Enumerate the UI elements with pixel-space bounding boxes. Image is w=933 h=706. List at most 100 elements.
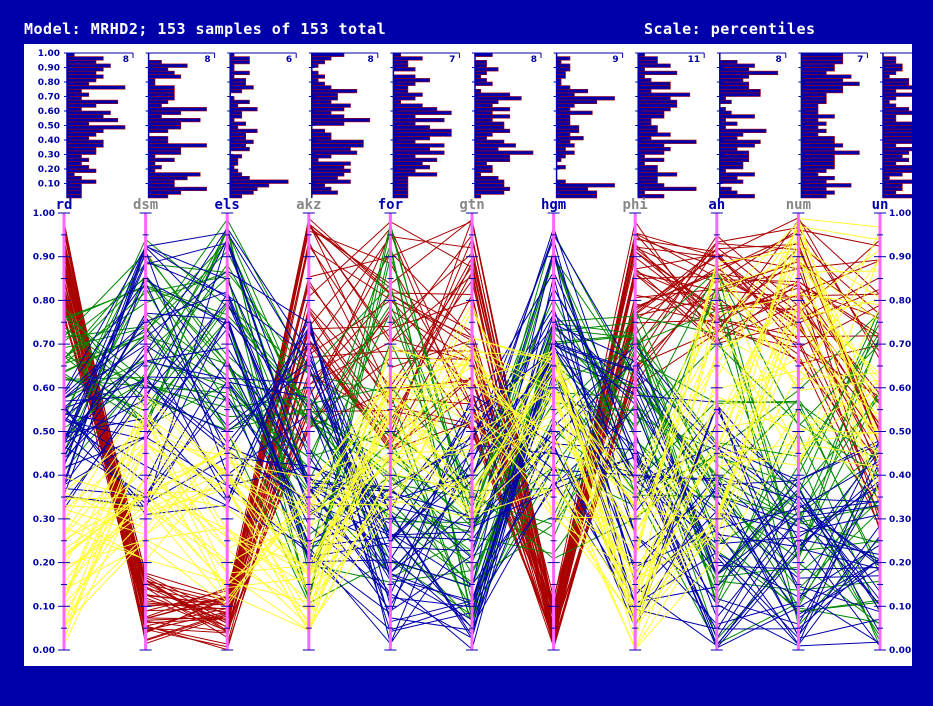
axis-label-hgm: hgm xyxy=(541,197,566,213)
histogram-bar xyxy=(801,103,819,108)
histogram-bar xyxy=(882,132,912,137)
histogram-bar xyxy=(474,67,499,72)
histogram-bar xyxy=(148,85,175,90)
histogram-bar xyxy=(66,85,126,90)
histogram-bar xyxy=(148,99,169,104)
histogram-bar xyxy=(637,96,671,101)
histogram-bar xyxy=(229,56,250,61)
axis-rd: rd xyxy=(56,197,72,651)
histogram-bar xyxy=(719,114,755,119)
histogram-bar xyxy=(882,56,897,61)
histogram-bar xyxy=(882,161,897,166)
histogram-bar xyxy=(311,154,332,159)
histogram-bar xyxy=(66,121,90,126)
histogram-bar xyxy=(801,121,827,126)
histogram-bar xyxy=(882,165,912,170)
histogram-tick-label: 0.10 xyxy=(38,180,60,190)
histogram-bar xyxy=(556,179,566,184)
histogram-bar xyxy=(637,165,658,170)
axis-label-phi: phi xyxy=(623,197,648,213)
histogram-bar xyxy=(637,128,658,133)
histogram-bar xyxy=(474,157,511,162)
histogram-bar xyxy=(556,147,566,152)
histogram-bar xyxy=(801,176,835,181)
histogram-bar xyxy=(719,70,779,76)
histogram-bar xyxy=(66,172,75,177)
histogram-bar xyxy=(801,125,819,130)
histogram-bar xyxy=(229,179,289,184)
scale-title: Scale: percentiles xyxy=(644,20,816,38)
histogram-bar xyxy=(148,88,175,94)
histogram-bar xyxy=(882,172,903,177)
histogram-bar xyxy=(474,190,505,195)
histogram-bar xyxy=(474,165,493,170)
histogram-bar xyxy=(637,190,645,195)
histogram-ah: 8 xyxy=(716,52,787,199)
histogram-bar xyxy=(311,92,338,97)
histogram-bar xyxy=(393,172,438,177)
histogram-bar xyxy=(311,168,351,173)
histogram-bar xyxy=(719,161,744,166)
histogram-bar xyxy=(311,121,345,126)
histogram-bar xyxy=(311,139,364,144)
histogram-bar xyxy=(393,128,452,133)
histogram-phi: 11 xyxy=(635,52,705,199)
histogram-bar xyxy=(311,85,332,90)
y-tick-label: 0.30 xyxy=(33,515,55,525)
histogram-bar xyxy=(66,67,104,72)
histogram-bar xyxy=(229,143,246,148)
histogram-bar xyxy=(801,99,827,104)
histogram-bar xyxy=(474,74,482,79)
histogram-bar xyxy=(556,67,571,72)
axes-layer: rd dsm els akz for gtn hgm phi ah num un0.000.100.… xyxy=(33,197,911,656)
histogram-tick-label: 0.30 xyxy=(38,151,60,161)
histogram-bar xyxy=(882,114,897,119)
histogram-bar xyxy=(719,179,744,184)
histogram-rd: 8 xyxy=(64,52,134,199)
histogram-bar xyxy=(882,88,897,94)
histogram-bar xyxy=(66,154,82,159)
histogram-bar xyxy=(801,63,835,68)
histogram-bar xyxy=(882,168,912,173)
histogram-bar xyxy=(311,74,325,79)
y-tick-label: 0.60 xyxy=(889,384,911,394)
histogram-bar xyxy=(148,172,201,177)
histogram-dsm: 8 xyxy=(145,52,216,199)
histogram-bar xyxy=(637,161,645,166)
histogram-bar xyxy=(229,139,254,144)
histogram-bar xyxy=(148,59,162,65)
histogram-bar xyxy=(66,139,104,144)
histogram-bar xyxy=(556,150,575,155)
histogram-bar xyxy=(882,81,910,86)
histogram-hgm: 9 xyxy=(553,52,624,199)
histogram-bar xyxy=(474,143,516,148)
histogram-bar xyxy=(719,165,744,170)
histogram-bar xyxy=(474,176,499,181)
histogram-bar xyxy=(637,157,665,162)
histogram-bar xyxy=(882,78,910,83)
histogram-bar xyxy=(393,88,409,94)
histogram-bar xyxy=(229,128,258,133)
histogram-bar xyxy=(311,161,351,166)
histogram-bar xyxy=(801,154,835,159)
histogram-bar xyxy=(66,150,97,155)
histogram-bar xyxy=(311,56,332,61)
histogram-bar xyxy=(801,52,844,57)
histogram-bar xyxy=(719,154,750,159)
axis-label-gtn: gtn xyxy=(459,197,484,213)
y-tick-label: 0.70 xyxy=(33,340,55,350)
histogram-bar xyxy=(801,118,819,123)
histogram-bar xyxy=(66,96,82,101)
histogram-bar xyxy=(311,110,332,115)
histogram-bar xyxy=(148,81,156,86)
histogram-bar xyxy=(719,99,732,104)
histogram-bar xyxy=(801,67,835,72)
axis-phi: phi xyxy=(623,197,648,651)
histogram-bar xyxy=(229,157,239,162)
histogram-bar xyxy=(229,154,243,159)
histogram-bar xyxy=(637,121,652,126)
histogram-bar xyxy=(801,157,835,162)
histogram-bar xyxy=(66,136,90,141)
histogram-bar xyxy=(882,118,897,123)
histogram-bar xyxy=(719,168,726,173)
